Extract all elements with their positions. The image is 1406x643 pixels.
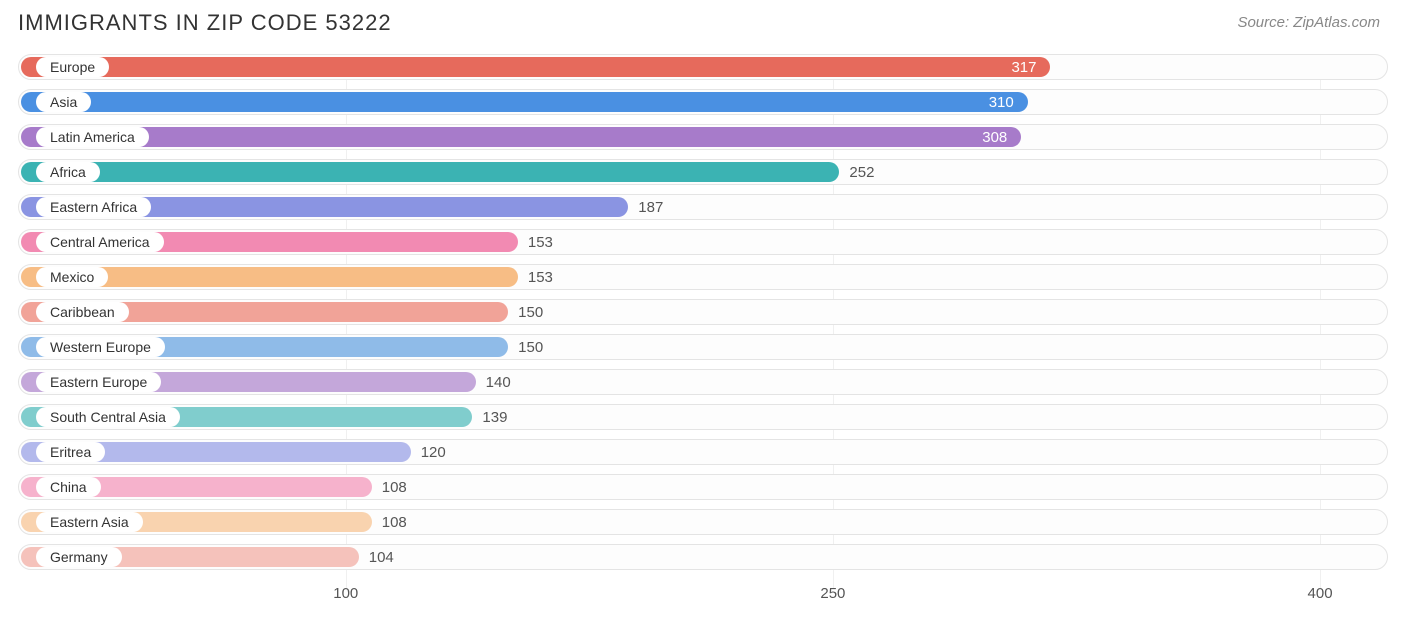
bar-row: Eastern Asia 108 <box>18 509 1388 535</box>
bar-value-label: 153 <box>518 229 553 255</box>
bar-category-pill: Africa <box>36 162 100 182</box>
bar-row: Eritrea 120 <box>18 439 1388 465</box>
bar-value-label: 308 <box>18 124 1021 150</box>
bar-row: Asia310 <box>18 89 1388 115</box>
bar-value-label: 104 <box>359 544 394 570</box>
bar-category-label: China <box>50 479 87 495</box>
bar-row: Germany 104 <box>18 544 1388 570</box>
bar-row: Latin America308 <box>18 124 1388 150</box>
bar-category-pill: South Central Asia <box>36 407 180 427</box>
chart-source: Source: ZipAtlas.com <box>1237 10 1386 31</box>
bar-value-label: 317 <box>18 54 1050 80</box>
bar-category-pill: Eastern Africa <box>36 197 151 217</box>
bar-value-label: 153 <box>518 264 553 290</box>
bar-category-label: Eastern Europe <box>50 374 147 390</box>
bar-value-label: 120 <box>411 439 446 465</box>
bar-row: Africa 252 <box>18 159 1388 185</box>
bar-value-label: 310 <box>18 89 1028 115</box>
bar-value-label: 150 <box>508 334 543 360</box>
bar-row: Central America 153 <box>18 229 1388 255</box>
chart-title: IMMIGRANTS IN ZIP CODE 53222 <box>18 10 392 36</box>
bar-fill <box>21 162 839 182</box>
chart-area: Europe317 Asia310 Latin America308 Africa 25… <box>0 36 1406 607</box>
bar-value-label: 139 <box>472 404 507 430</box>
bar-row: South Central Asia 139 <box>18 404 1388 430</box>
bar-value-label: 150 <box>508 299 543 325</box>
bar-category-label: Africa <box>50 164 86 180</box>
bar-category-label: Mexico <box>50 269 94 285</box>
bar-value-label: 140 <box>476 369 511 395</box>
bar-category-pill: Caribbean <box>36 302 129 322</box>
bar-value-label: 108 <box>372 509 407 535</box>
chart-rows: Europe317 Asia310 Latin America308 Africa 25… <box>18 54 1388 570</box>
bar-category-pill: Eritrea <box>36 442 105 462</box>
bar-category-pill: Mexico <box>36 267 108 287</box>
bar-category-pill: Central America <box>36 232 164 252</box>
bar-row: Eastern Africa 187 <box>18 194 1388 220</box>
bar-category-label: South Central Asia <box>50 409 166 425</box>
x-axis: 100 250 400 <box>18 579 1388 607</box>
bar-category-label: Eritrea <box>50 444 91 460</box>
bar-category-label: Eastern Asia <box>50 514 129 530</box>
bar-category-pill: Eastern Europe <box>36 372 161 392</box>
bar-category-pill: Western Europe <box>36 337 165 357</box>
bar-category-pill: Eastern Asia <box>36 512 143 532</box>
bar-row: Mexico 153 <box>18 264 1388 290</box>
bar-value-label: 108 <box>372 474 407 500</box>
axis-tick-label: 250 <box>820 585 845 602</box>
bar-category-pill: Germany <box>36 547 122 567</box>
bar-row: Caribbean 150 <box>18 299 1388 325</box>
bar-category-label: Germany <box>50 549 108 565</box>
bar-category-label: Eastern Africa <box>50 199 137 215</box>
bar-row: Europe317 <box>18 54 1388 80</box>
chart-header: IMMIGRANTS IN ZIP CODE 53222 Source: Zip… <box>0 0 1406 36</box>
bar-row: Eastern Europe 140 <box>18 369 1388 395</box>
axis-tick-label: 400 <box>1308 585 1333 602</box>
bar-category-label: Caribbean <box>50 304 115 320</box>
bar-category-label: Western Europe <box>50 339 151 355</box>
bar-value-label: 252 <box>839 159 874 185</box>
bar-category-pill: China <box>36 477 101 497</box>
bar-row: Western Europe 150 <box>18 334 1388 360</box>
axis-tick-label: 100 <box>333 585 358 602</box>
bar-row: China 108 <box>18 474 1388 500</box>
bar-category-label: Central America <box>50 234 150 250</box>
bar-value-label: 187 <box>628 194 663 220</box>
